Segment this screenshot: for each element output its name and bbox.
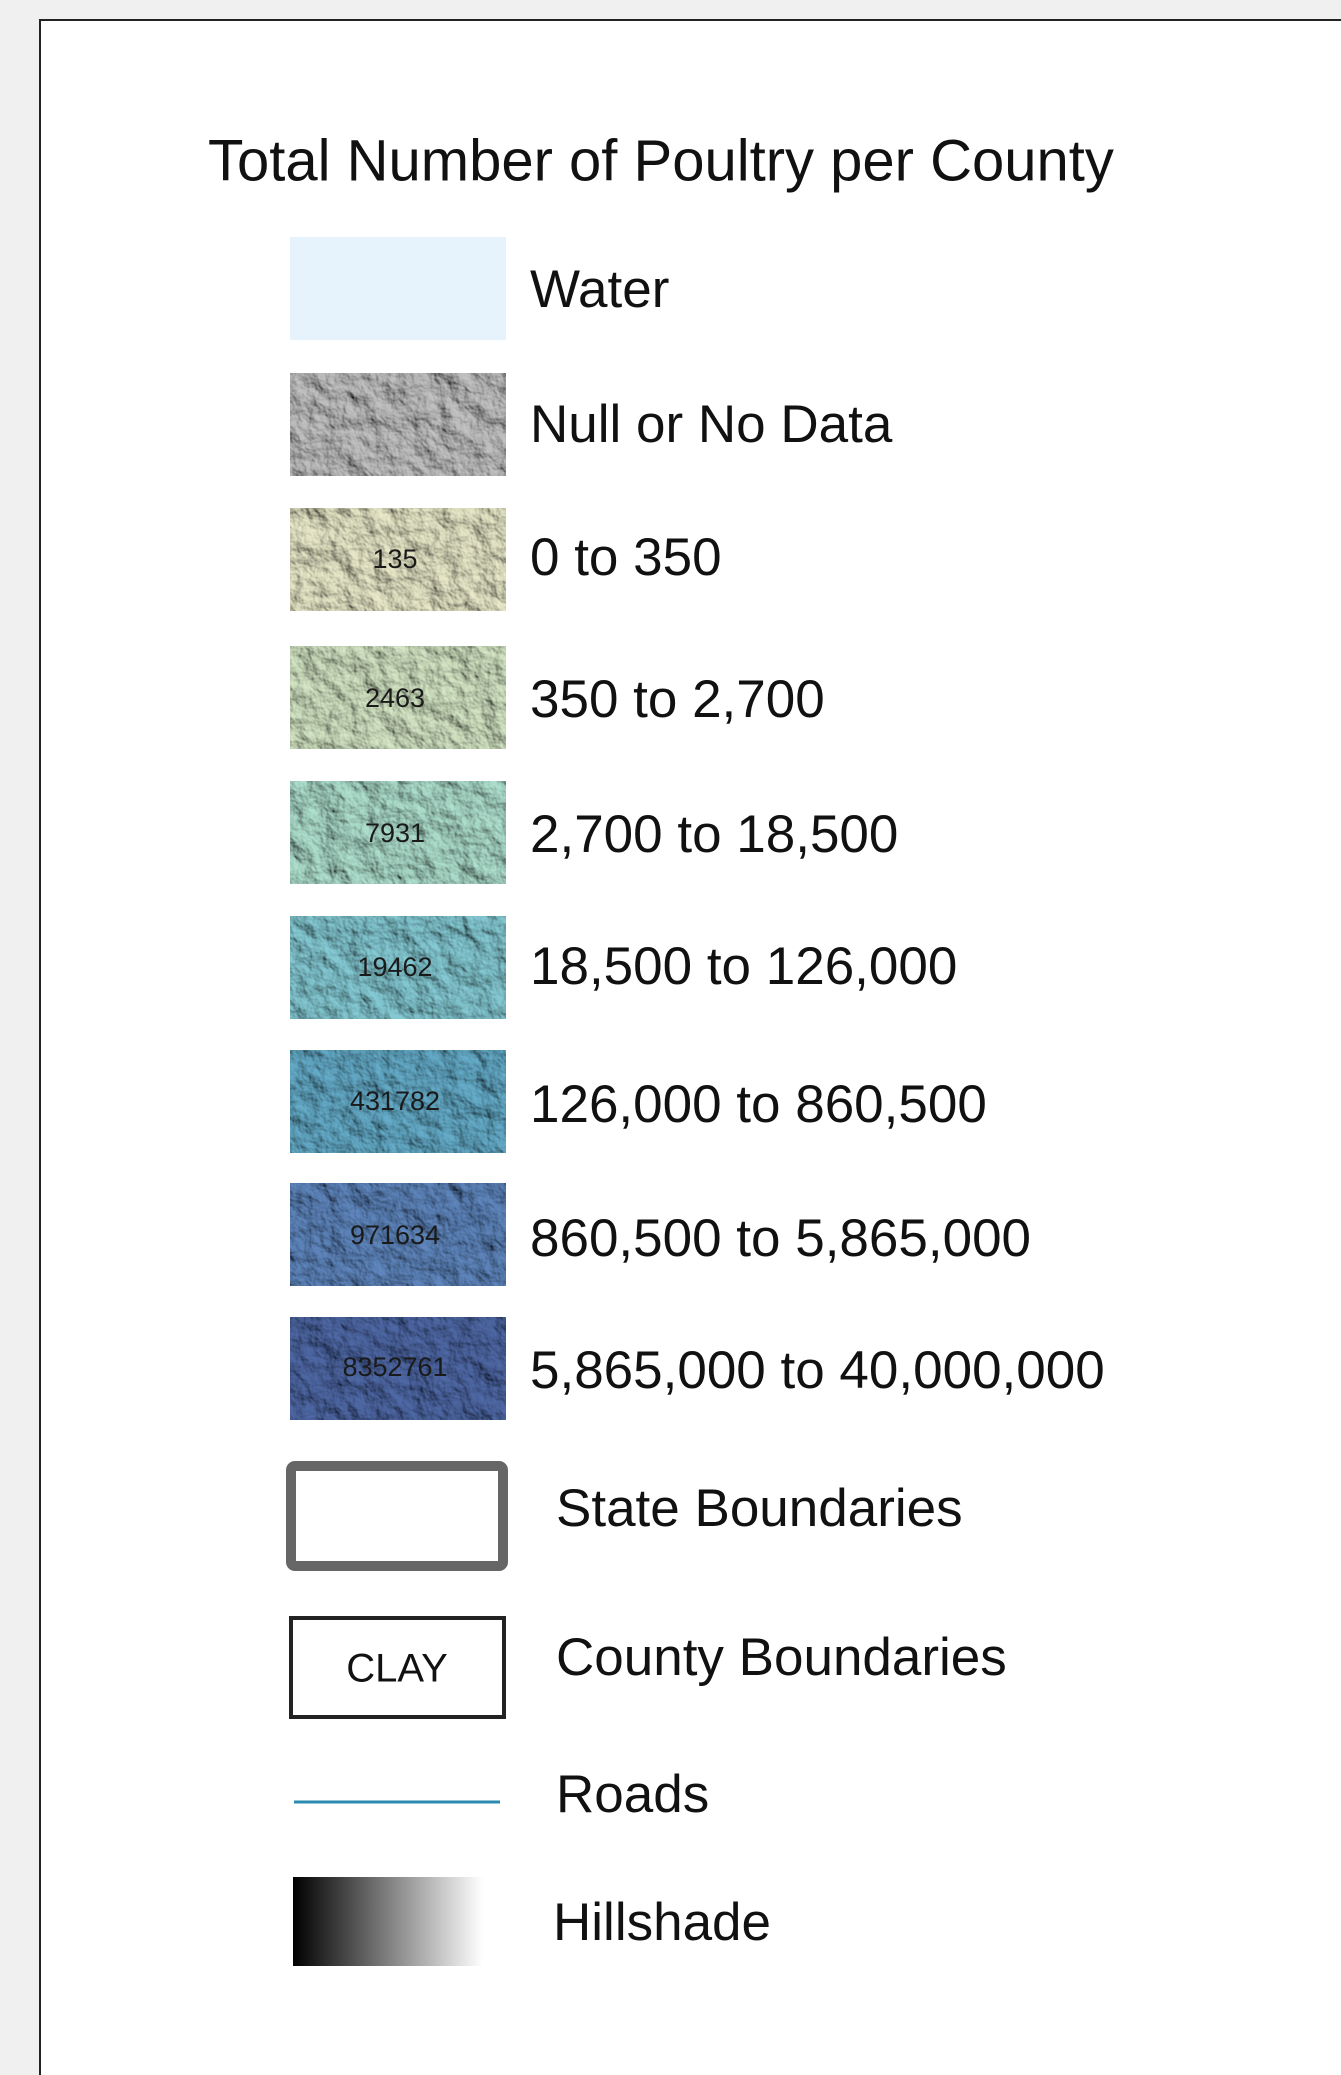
state-boundary-swatch	[291, 1466, 503, 1566]
legend-label: State Boundaries	[556, 1479, 963, 1538]
legend-label: Water	[530, 260, 669, 319]
swatch-sample: 2463	[365, 683, 425, 713]
swatch-sample: 19462	[357, 952, 432, 982]
legend-label: 860,500 to 5,865,000	[530, 1209, 1031, 1268]
swatch-sample: 971634	[350, 1220, 440, 1250]
swatch-sample: CLAY	[346, 1647, 448, 1691]
legend-label: 0 to 350	[530, 528, 722, 587]
swatch	[290, 373, 506, 476]
legend-label: 126,000 to 860,500	[530, 1075, 987, 1134]
swatch-sample: 7931	[365, 818, 425, 848]
swatch-sample: 8352761	[342, 1352, 447, 1382]
page: Total Number of Poultry per County Water…	[0, 0, 1341, 2075]
hillshade-swatch	[293, 1877, 483, 1966]
swatch-sample: 135	[372, 544, 417, 574]
legend-label: Null or No Data	[530, 395, 893, 454]
legend-label: County Boundaries	[556, 1628, 1007, 1687]
legend-label: Hillshade	[553, 1893, 771, 1952]
legend-label: 5,865,000 to 40,000,000	[530, 1341, 1105, 1400]
legend-title: Total Number of Poultry per County	[208, 128, 1114, 193]
legend: Total Number of Poultry per County Water…	[0, 0, 1341, 2075]
swatch-sample: 431782	[350, 1086, 440, 1116]
swatch	[290, 237, 506, 340]
legend-label: Roads	[556, 1765, 709, 1824]
legend-label: 18,500 to 126,000	[530, 937, 957, 996]
legend-label: 350 to 2,700	[530, 670, 825, 729]
legend-label: 2,700 to 18,500	[530, 805, 898, 864]
